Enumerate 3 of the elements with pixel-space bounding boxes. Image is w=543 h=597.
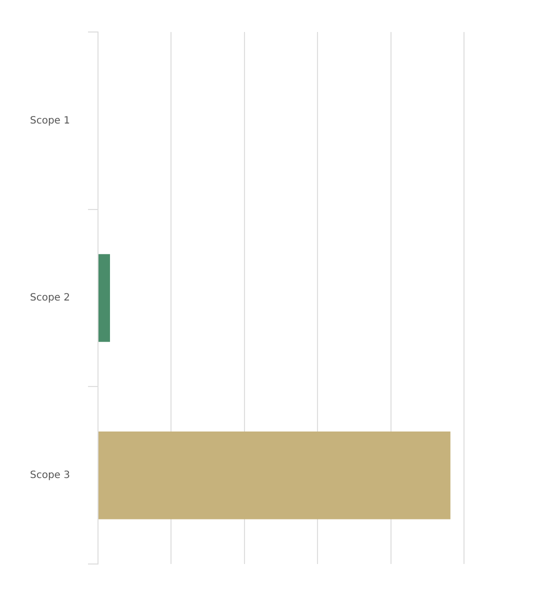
y-tick-label: Scope 3 (30, 470, 70, 481)
y-tick-label: Scope 1 (30, 115, 70, 126)
y-tick-label: Scope 2 (30, 292, 70, 304)
